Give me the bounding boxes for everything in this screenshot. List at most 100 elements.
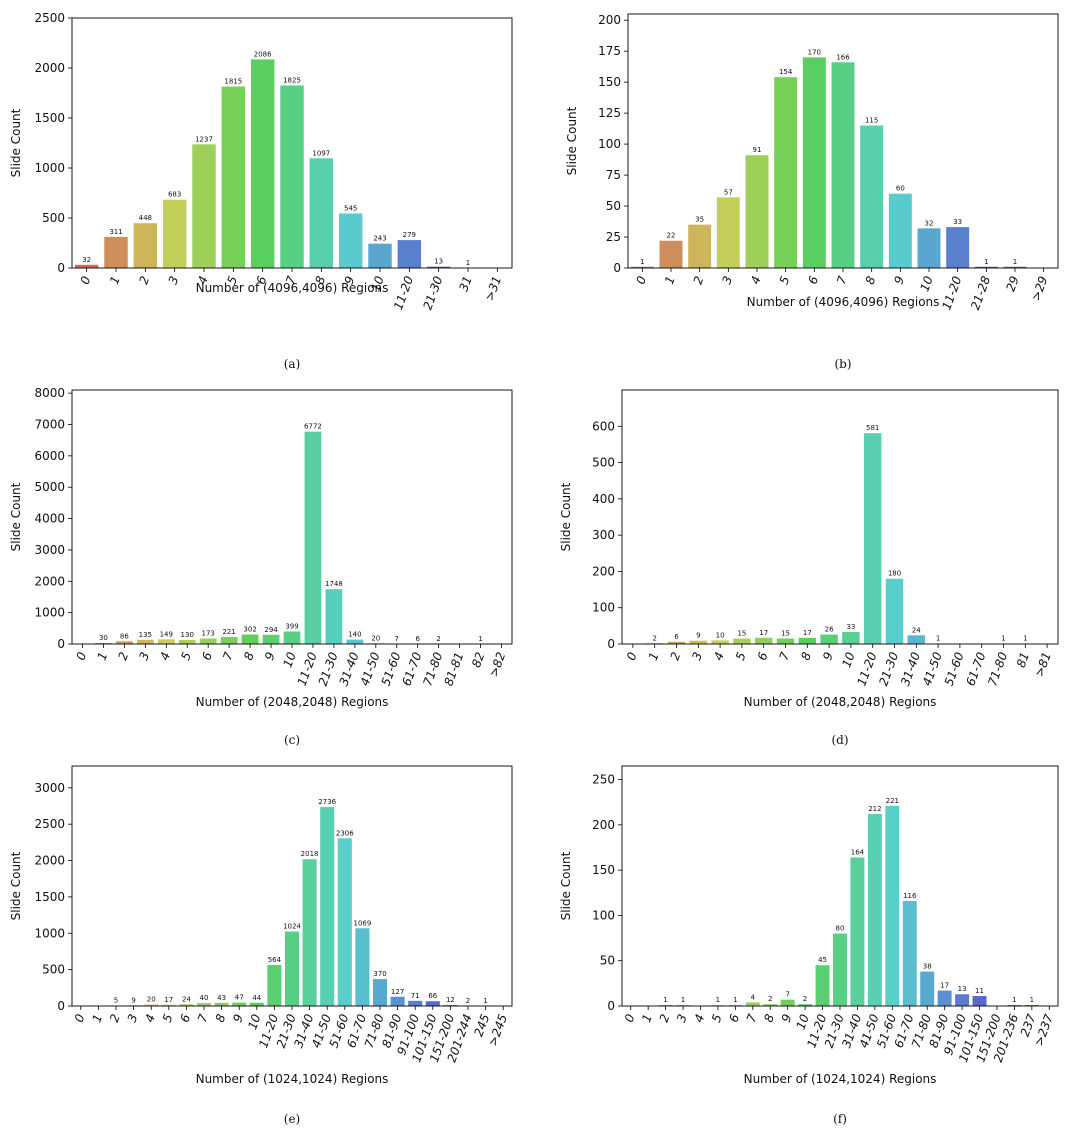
bar-label-b-3: 57 xyxy=(724,188,733,196)
x-tick-label-d-17: 71-80 xyxy=(985,650,1010,688)
bar-b-1 xyxy=(659,240,683,268)
bar-d-13 xyxy=(907,635,926,644)
y-tick-label-b-2: 50 xyxy=(606,199,621,213)
bar-label-f-15: 221 xyxy=(886,797,899,805)
x-tick-label-f-10: 10 xyxy=(794,1012,813,1031)
x-tick-label-d-7: 7 xyxy=(777,650,793,662)
x-tick-label-b-1: 1 xyxy=(662,274,678,286)
bar-label-e-13: 2018 xyxy=(301,850,319,858)
chart-svg-d: 0100200300400500600021629310415517615717… xyxy=(559,389,1059,747)
bar-label-d-3: 9 xyxy=(696,632,700,640)
caption-e: (e) xyxy=(284,1112,300,1126)
bar-b-7 xyxy=(831,62,855,268)
bar-label-f-12: 80 xyxy=(836,925,845,933)
bar-label-b-9: 60 xyxy=(896,185,905,193)
bar-f-15 xyxy=(885,805,900,1006)
bar-label-a-11: 279 xyxy=(403,231,416,239)
bar-label-e-14: 2736 xyxy=(318,798,336,806)
y-tick-label-b-6: 150 xyxy=(598,75,621,89)
bar-label-b-7: 166 xyxy=(836,53,850,61)
y-tick-label-f-1: 50 xyxy=(600,954,615,968)
bar-label-f-2: 1 xyxy=(663,996,667,1004)
bar-label-c-6: 173 xyxy=(202,630,215,638)
bar-label-b-0: 1 xyxy=(640,258,644,266)
bar-c-2 xyxy=(116,641,133,644)
x-tick-label-e-9: 9 xyxy=(230,1012,246,1024)
x-tick-label-d-3: 3 xyxy=(689,650,705,662)
x-tick-label-f-3: 3 xyxy=(674,1012,690,1024)
x-tick-label-e-10: 10 xyxy=(245,1012,264,1031)
bar-label-c-11: 6772 xyxy=(304,423,322,431)
bar-label-a-0: 32 xyxy=(82,256,91,264)
bar-e-6 xyxy=(179,1004,194,1006)
bar-label-d-4: 10 xyxy=(716,631,725,639)
bar-label-f-17: 38 xyxy=(923,963,932,971)
bar-label-b-10: 32 xyxy=(925,219,934,227)
bar-label-f-10: 2 xyxy=(803,995,807,1003)
bar-a-4 xyxy=(192,144,216,268)
bar-d-9 xyxy=(820,634,838,644)
bar-label-e-22: 2 xyxy=(466,997,470,1005)
bar-label-a-7: 1825 xyxy=(283,77,301,85)
bar-f-23 xyxy=(1024,1005,1039,1006)
bar-e-15 xyxy=(337,838,352,1006)
y-tick-label-d-3: 300 xyxy=(592,528,615,542)
x-tick-label-c-20: >82 xyxy=(487,650,509,679)
bar-label-d-17: 1 xyxy=(1001,635,1005,643)
bar-e-5 xyxy=(161,1004,176,1006)
x-tick-label-f-0: 0 xyxy=(622,1012,638,1024)
y-tick-label-c-2: 2000 xyxy=(34,574,65,588)
bar-a-5 xyxy=(221,86,246,268)
y-tick-label-b-5: 125 xyxy=(598,106,621,120)
bar-label-e-19: 71 xyxy=(411,992,420,1000)
bar-d-3 xyxy=(689,640,708,644)
caption-c: (c) xyxy=(284,733,300,747)
chart-panel-f: 0 50 100 150 200 250 0 1 1 2 1 3 4 1 5 1 6 4 7 2 8 7 9 2 10 45 11-… xyxy=(540,758,1080,1136)
bar-f-11 xyxy=(815,965,830,1006)
y-axis-label-c: Slide Count xyxy=(9,482,23,551)
y-tick-label-d-2: 200 xyxy=(592,564,615,578)
y-tick-label-e-2: 1000 xyxy=(34,926,65,940)
bar-e-17 xyxy=(372,979,388,1006)
x-tick-label-a-5: 5 xyxy=(224,274,240,286)
bar-a-12 xyxy=(426,266,451,268)
bar-label-e-12: 1024 xyxy=(283,923,301,931)
bar-c-4 xyxy=(157,639,175,644)
bar-label-d-9: 26 xyxy=(825,626,834,634)
x-tick-label-c-1: 1 xyxy=(94,650,110,662)
y-tick-label-c-6: 6000 xyxy=(34,449,65,463)
x-tick-label-c-0: 0 xyxy=(74,650,90,662)
y-tick-label-b-7: 175 xyxy=(598,44,621,58)
bar-a-6 xyxy=(250,59,275,269)
y-tick-label-f-5: 250 xyxy=(592,773,615,787)
x-axis-label-c: Number of (2048,2048) Regions xyxy=(196,695,389,709)
bar-f-19 xyxy=(955,994,970,1006)
bar-d-10 xyxy=(842,632,860,644)
bar-label-c-14: 20 xyxy=(371,634,380,642)
bar-label-c-8: 302 xyxy=(243,626,256,634)
bar-label-e-23: 1 xyxy=(483,997,487,1005)
x-tick-label-a-0: 0 xyxy=(78,274,94,286)
bar-label-f-7: 4 xyxy=(751,993,756,1001)
bar-label-d-10: 33 xyxy=(846,623,855,631)
bar-label-a-2: 448 xyxy=(139,214,152,222)
x-tick-label-b-5: 5 xyxy=(777,274,793,286)
x-tick-label-e-6: 6 xyxy=(177,1012,193,1024)
x-tick-label-a-12: 21-30 xyxy=(420,274,445,312)
bar-f-2 xyxy=(658,1005,673,1006)
bar-f-7 xyxy=(745,1002,760,1006)
bar-c-13 xyxy=(346,639,364,644)
bar-a-3 xyxy=(162,199,187,268)
x-tick-label-f-9: 9 xyxy=(779,1012,795,1024)
caption-f: (f) xyxy=(833,1112,847,1126)
y-tick-label-d-0: 0 xyxy=(607,637,615,651)
y-tick-label-b-1: 25 xyxy=(606,230,621,244)
bar-b-0 xyxy=(630,266,654,268)
y-tick-label-b-8: 200 xyxy=(598,13,621,27)
bar-label-f-16: 116 xyxy=(903,892,917,900)
x-axis-label-f: Number of (1024,1024) Regions xyxy=(744,1072,937,1086)
x-tick-label-e-5: 5 xyxy=(160,1012,176,1024)
bar-label-f-14: 212 xyxy=(868,805,881,813)
x-tick-label-c-9: 9 xyxy=(262,650,278,662)
x-tick-label-b-11: 11-20 xyxy=(939,274,964,312)
